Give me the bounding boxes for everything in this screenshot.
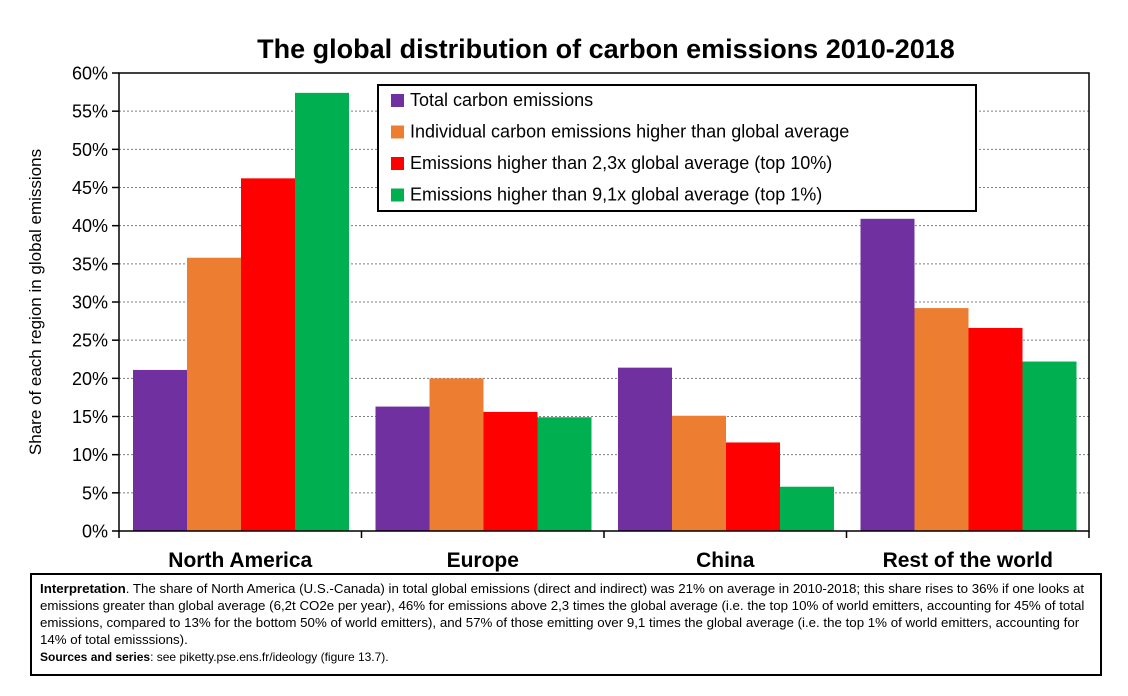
legend-swatch bbox=[391, 125, 404, 139]
x-category-label: China bbox=[696, 549, 755, 572]
legend-swatch bbox=[391, 157, 404, 170]
bar bbox=[375, 406, 430, 531]
bar bbox=[429, 378, 484, 531]
y-tick-label: 20% bbox=[72, 369, 108, 389]
y-axis-title: Share of each region in global emissions bbox=[26, 149, 45, 455]
footnote-box: Interpretation. The share of North Ameri… bbox=[30, 573, 1102, 676]
bar bbox=[483, 411, 538, 531]
bar bbox=[860, 218, 915, 531]
legend-swatch bbox=[391, 94, 404, 107]
bar bbox=[241, 178, 295, 531]
interpretation-label: Interpretation bbox=[40, 581, 126, 596]
legend-box bbox=[377, 84, 977, 212]
interpretation-text: . The share of North America (U.S.-Canad… bbox=[40, 581, 1085, 647]
x-category-label: Europe bbox=[447, 549, 519, 572]
bar bbox=[618, 367, 672, 531]
y-tick-label: 15% bbox=[72, 407, 108, 427]
bar bbox=[780, 486, 834, 531]
bar bbox=[1022, 361, 1077, 531]
y-tick-label: 10% bbox=[72, 445, 108, 465]
bar bbox=[672, 415, 726, 531]
y-tick-label: 50% bbox=[72, 140, 108, 160]
legend-label: Emissions higher than 2,3x global averag… bbox=[410, 153, 832, 173]
y-tick-label: 35% bbox=[72, 254, 108, 274]
legend-swatch bbox=[391, 188, 404, 202]
legend-label: Emissions higher than 9,1x global averag… bbox=[410, 185, 822, 205]
chart-title: The global distribution of carbon emissi… bbox=[257, 34, 955, 64]
y-axis: 0% 5% 10% 15% 20% 25% 30% 35% 40% 45% 50% 55% 60% bbox=[72, 64, 119, 542]
y-tick-label: 5% bbox=[82, 483, 108, 503]
bars bbox=[133, 92, 1077, 531]
x-category-label: Rest of the world bbox=[883, 549, 1053, 572]
y-tick-label: 45% bbox=[72, 178, 108, 198]
bar-chart: 0% 5% 10% 15% 20% 25% 30% 35% 40% 45% 50% 55% 60% No… bbox=[26, 64, 1090, 572]
y-tick-label: 0% bbox=[82, 522, 108, 542]
y-tick-label: 60% bbox=[72, 64, 108, 84]
legend-label: Individual carbon emissions higher than … bbox=[410, 122, 849, 142]
bar bbox=[726, 442, 780, 531]
bar bbox=[914, 308, 969, 531]
x-category-label: North America bbox=[168, 549, 312, 572]
sources-text: : see piketty.pse.ens.fr/ideology (figur… bbox=[150, 650, 389, 664]
bar bbox=[187, 257, 241, 531]
x-axis: North America Europe China Rest of the worl… bbox=[118, 531, 1090, 572]
sources-label: Sources and series bbox=[40, 650, 151, 664]
y-tick-label: 30% bbox=[72, 293, 108, 313]
bar bbox=[968, 327, 1023, 531]
y-tick-label: 40% bbox=[72, 216, 108, 236]
legend: Total carbon emissions Individual carbon … bbox=[377, 84, 977, 212]
y-tick-label: 25% bbox=[72, 331, 108, 351]
y-tick-label: 55% bbox=[72, 102, 108, 122]
bar bbox=[295, 92, 349, 531]
legend-label: Total carbon emissions bbox=[410, 90, 593, 110]
bar bbox=[133, 369, 187, 531]
bar bbox=[537, 417, 592, 531]
